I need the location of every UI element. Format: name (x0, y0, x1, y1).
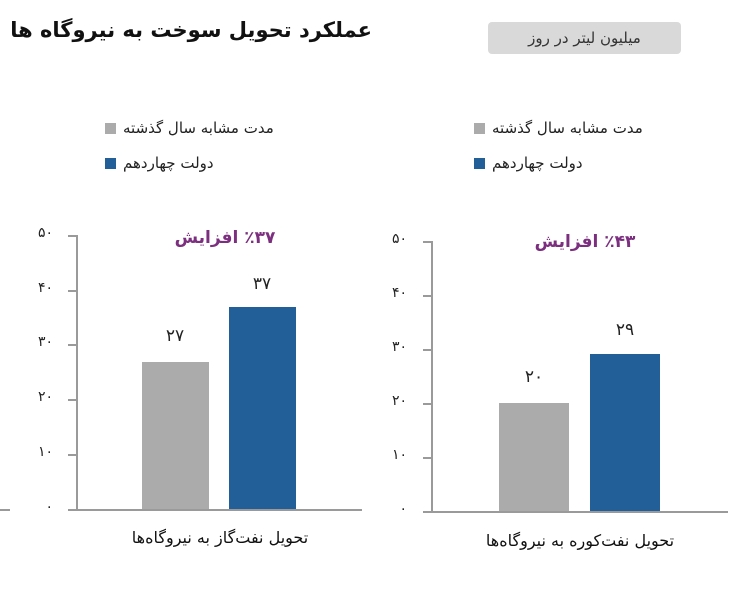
y-tick-label: ۱۰ (37, 444, 53, 460)
legend-item-fourteenth-government: دولت چهاردهم (474, 152, 674, 174)
bar-value-label: ۳۷ (252, 274, 272, 294)
x-axis-baseline (68, 509, 362, 511)
legend-label: دولت چهاردهم (492, 154, 583, 172)
x-axis-baseline-stub (0, 509, 10, 511)
y-tick-label: ۰ (45, 499, 53, 515)
unit-badge-label: میلیون لیتر در روز (528, 29, 641, 47)
legend-item-previous-year: مدت مشابه سال گذشته (105, 117, 305, 139)
y-tick (68, 399, 76, 401)
bar-value-label: ۲۷ (165, 326, 185, 346)
y-tick-label: ۴۰ (391, 285, 407, 301)
x-axis-label: تحویل نفت‌کوره به نیروگاه‌ها (485, 531, 675, 550)
legend-swatch-gray (105, 122, 116, 134)
y-tick (423, 457, 431, 459)
bar-previous-year (142, 362, 209, 509)
y-axis-line (431, 241, 433, 512)
y-tick (68, 344, 76, 346)
legend-item-fourteenth-government: دولت چهاردهم (105, 152, 305, 174)
y-axis-line (76, 235, 78, 510)
y-tick (68, 290, 76, 292)
y-tick-label: ۳۰ (37, 334, 53, 350)
bar-fourteenth-government (229, 307, 296, 509)
legend-fuel-oil: مدت مشابه سال گذشته دولت چهاردهم (474, 117, 674, 174)
legend-label: مدت مشابه سال گذشته (123, 119, 274, 137)
bar-value-label: ۲۰ (524, 367, 544, 387)
bar-fourteenth-government (590, 354, 660, 511)
page-title: عملکرد تحویل سوخت به نیروگاه ها (10, 18, 372, 42)
y-tick (68, 454, 76, 456)
legend-label: مدت مشابه سال گذشته (492, 119, 643, 137)
legend-item-previous-year: مدت مشابه سال گذشته (474, 117, 674, 139)
y-tick (423, 241, 431, 243)
unit-badge: میلیون لیتر در روز (488, 22, 681, 54)
legend-label: دولت چهاردهم (123, 154, 214, 172)
y-tick-label: ۲۰ (391, 393, 407, 409)
y-tick-label: ۴۰ (37, 280, 53, 296)
y-tick-label: ۱۰ (391, 447, 407, 463)
y-tick (423, 403, 431, 405)
x-axis-label: تحویل نفت‌گاز به نیروگاه‌ها (131, 528, 309, 547)
legend-gasoil: مدت مشابه سال گذشته دولت چهاردهم (105, 117, 305, 174)
bar-previous-year (499, 403, 569, 511)
legend-swatch-gray (474, 122, 485, 134)
y-tick-label: ۲۰ (37, 389, 53, 405)
y-tick (68, 235, 76, 237)
legend-swatch-blue (474, 157, 485, 169)
y-tick-label: ۳۰ (391, 339, 407, 355)
y-tick-label: ۵۰ (37, 225, 53, 241)
bar-value-label: ۲۹ (615, 320, 635, 340)
y-tick (423, 349, 431, 351)
x-axis-baseline (423, 511, 728, 513)
y-tick-label: ۵۰ (391, 231, 407, 247)
y-tick (423, 295, 431, 297)
y-tick-label: ۰ (399, 501, 407, 517)
legend-swatch-blue (105, 157, 116, 169)
increase-annotation: ٪۳۷ افزایش (174, 228, 276, 248)
increase-annotation: ٪۴۳ افزایش (534, 232, 636, 252)
